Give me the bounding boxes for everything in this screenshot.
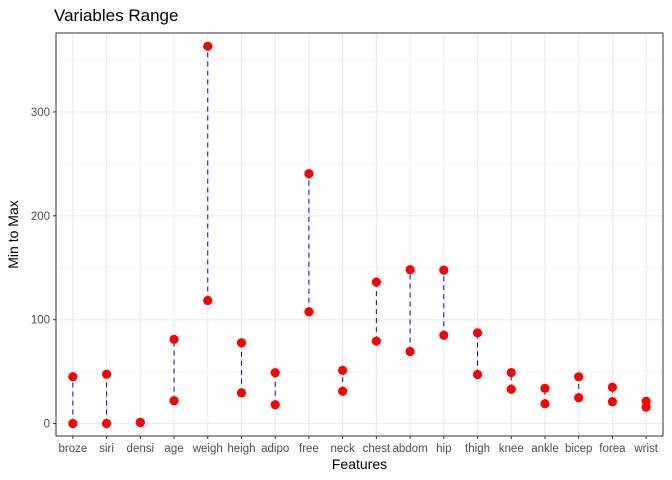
x-tick-label-forea: forea — [599, 443, 626, 455]
max-point-thigh — [472, 328, 483, 338]
x-tick-label-free: free — [299, 443, 319, 455]
range-points — [68, 41, 651, 429]
min-point-siri — [101, 418, 112, 429]
range-segments — [72, 46, 647, 424]
x-tick-label-neck: neck — [330, 443, 355, 455]
max-point-heigh — [236, 338, 247, 348]
max-point-weigh — [203, 41, 213, 51]
y-tick-label: 0 — [44, 419, 50, 431]
y-tick-label: 300 — [31, 107, 50, 119]
x-tick-label-bicep: bicep — [565, 443, 593, 455]
max-point-neck — [338, 365, 348, 375]
min-point-forea — [607, 397, 618, 407]
x-tick-label-broze: broze — [58, 443, 87, 455]
x-tick-label-age: age — [164, 443, 183, 455]
x-axis: broze siri densi age weigh heigh adipo free neck… — [58, 436, 659, 455]
x-tick-label-wrist: wrist — [633, 443, 658, 455]
min-point-chest — [371, 336, 381, 346]
max-point-ankle — [540, 383, 550, 393]
max-point-free — [304, 169, 314, 179]
x-tick-label-thigh: thigh — [465, 443, 490, 455]
grid-lines — [56, 33, 663, 436]
x-tick-label-ankle: ankle — [531, 443, 559, 455]
max-point-forea — [607, 382, 618, 392]
x-tick-label-siri: siri — [99, 443, 114, 455]
x-axis-title: Features — [332, 456, 387, 472]
y-tick-label: 200 — [31, 211, 50, 223]
x-tick-label-densi: densi — [127, 443, 155, 455]
min-point-knee — [506, 384, 516, 394]
min-point-adipo — [270, 400, 280, 410]
x-tick-label-adipo: adipo — [261, 443, 289, 455]
y-axis-title: Min to Max — [5, 200, 21, 268]
min-point-bicep — [574, 393, 584, 403]
max-point-broze — [68, 372, 78, 382]
max-point-wrist — [641, 396, 651, 406]
x-tick-label-chest: chest — [363, 443, 391, 455]
max-point-siri — [101, 369, 112, 379]
panel-border — [55, 32, 664, 437]
y-axis: 0 100 200 300 — [31, 107, 56, 431]
min-point-age — [169, 396, 179, 406]
max-point-adipo — [270, 368, 280, 378]
max-point-bicep — [574, 372, 584, 382]
max-point-knee — [506, 367, 516, 378]
min-point-broze — [68, 418, 78, 429]
x-tick-label-heigh: heigh — [227, 443, 255, 455]
max-point-densi — [135, 417, 145, 427]
x-tick-label-knee: knee — [499, 443, 524, 455]
x-tick-label-weigh: weigh — [192, 443, 223, 455]
min-point-abdom — [405, 346, 415, 357]
min-point-neck — [338, 386, 348, 396]
max-point-abdom — [405, 265, 415, 275]
min-point-free — [304, 307, 314, 317]
max-point-hip — [439, 265, 449, 275]
x-tick-label-abdom: abdom — [392, 443, 427, 455]
max-point-age — [169, 334, 179, 345]
min-point-thigh — [472, 369, 483, 380]
min-point-hip — [439, 330, 449, 340]
min-point-ankle — [540, 399, 550, 409]
max-point-chest — [371, 277, 381, 287]
x-tick-label-hip: hip — [436, 443, 451, 455]
chart-title: Variables Range — [54, 6, 179, 25]
min-point-weigh — [203, 295, 213, 306]
min-point-heigh — [236, 388, 247, 398]
y-tick-label: 100 — [31, 315, 50, 327]
